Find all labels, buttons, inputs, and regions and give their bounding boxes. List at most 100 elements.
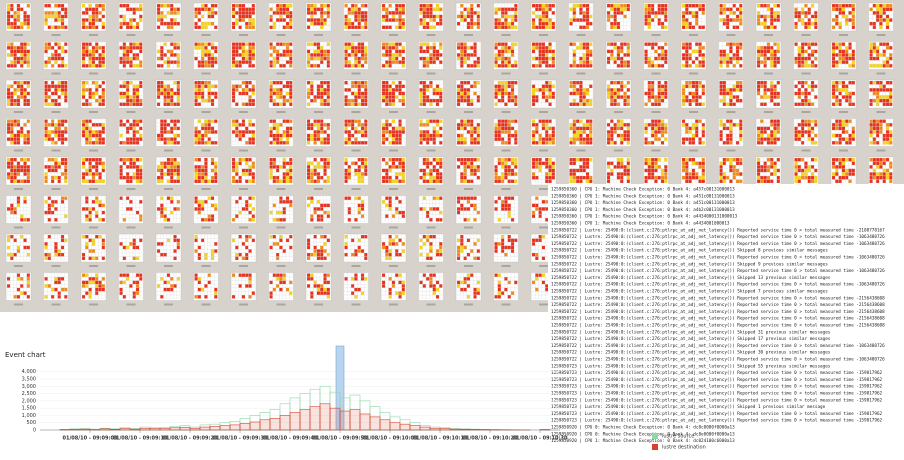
tile-cell <box>726 84 730 89</box>
tile-cell <box>766 56 771 61</box>
tile-cell <box>357 102 361 107</box>
tile-cell <box>551 56 555 61</box>
tile-cell <box>160 49 164 54</box>
tile-cell <box>88 56 92 61</box>
tile-cell <box>773 80 777 85</box>
tile-cell <box>664 14 668 19</box>
tile-cell <box>889 21 893 26</box>
tile <box>718 118 744 152</box>
tile-cell <box>681 56 686 61</box>
tile-cell <box>760 88 764 92</box>
tile-cell <box>660 46 665 50</box>
tile-cell <box>289 102 293 107</box>
tile-cell <box>664 11 668 15</box>
tile-cell <box>610 11 614 15</box>
tile-cell <box>419 46 423 50</box>
tile-cell <box>422 80 426 85</box>
tile-cell <box>851 98 855 103</box>
tile-cell <box>872 123 876 127</box>
tile <box>118 2 144 36</box>
tile-cell <box>814 14 818 19</box>
tile-cell <box>685 7 689 12</box>
tile-cell <box>497 42 501 46</box>
tile-cell <box>569 42 573 46</box>
tile-cell <box>531 91 536 96</box>
tile-cell <box>163 137 167 141</box>
tile-cell <box>422 25 426 30</box>
tile-cell <box>289 11 293 15</box>
tile-cell <box>279 14 283 19</box>
tile-cell <box>569 25 573 30</box>
tile-cell <box>419 25 423 30</box>
tile-cell <box>23 133 27 138</box>
tile-cell <box>872 25 876 30</box>
tile-cell <box>173 49 177 54</box>
tile-cell <box>766 53 771 57</box>
tile-cell <box>729 7 733 12</box>
tile-cell <box>719 25 723 30</box>
tile-cell <box>688 141 692 145</box>
tile-cell <box>545 49 549 54</box>
tile-cell <box>241 21 246 26</box>
tile-cell <box>129 21 133 26</box>
tile-cell <box>541 21 546 26</box>
tile-cell <box>64 119 68 123</box>
tile-cell <box>589 119 593 123</box>
tile-cell <box>719 84 723 89</box>
tile <box>605 118 632 152</box>
tile-cell <box>16 133 21 138</box>
tile-cell <box>770 102 774 107</box>
tile-cell <box>320 141 324 145</box>
tile-cell <box>776 133 780 138</box>
tile-cell <box>344 137 348 141</box>
tile-cell <box>306 46 311 50</box>
tile-cell <box>122 56 126 61</box>
tile-cell <box>119 133 123 138</box>
tile-cell <box>660 130 665 134</box>
tile-cell <box>170 53 174 57</box>
tile-cell <box>426 18 430 22</box>
tile-cell <box>576 18 580 22</box>
tile-caption <box>539 149 548 152</box>
tile-cell <box>531 21 536 26</box>
tile-cell <box>773 11 777 15</box>
tile-cell <box>460 53 464 57</box>
tile-cell <box>289 141 293 145</box>
tile-cell <box>289 91 293 96</box>
tile-cell <box>763 25 767 30</box>
tile-cell <box>60 119 65 123</box>
tile-cell <box>735 91 740 96</box>
tile-cell <box>698 3 702 8</box>
tile-cell <box>882 123 886 127</box>
tile-cell <box>776 126 780 131</box>
tile-cell <box>422 3 426 8</box>
tile-cell <box>660 133 665 138</box>
tile-cell <box>197 98 201 103</box>
tile-cell <box>91 88 96 92</box>
tile-cell <box>381 11 386 15</box>
tile-cell <box>306 84 311 89</box>
tile-cell <box>126 3 130 8</box>
tile-cell <box>26 84 30 89</box>
tile-cell <box>26 95 30 99</box>
tile-cell <box>354 7 358 12</box>
tile-cell <box>47 21 51 26</box>
tile-cell <box>316 133 321 138</box>
tile-cell <box>507 102 511 107</box>
tile-cell <box>569 7 573 12</box>
tile-cell <box>381 53 386 57</box>
tile-cell <box>848 53 852 57</box>
tile-cell <box>691 102 696 107</box>
tile-cell <box>306 11 311 15</box>
tile-cell <box>538 119 542 123</box>
tile-cell <box>510 11 515 15</box>
tile-cell <box>119 98 123 103</box>
tile-cell <box>456 84 461 89</box>
tile-cell <box>235 133 239 138</box>
tile-cell <box>685 133 689 138</box>
tile-cell <box>241 49 246 54</box>
tile-cell <box>432 88 436 92</box>
tile-cell <box>132 88 136 92</box>
tile-cell <box>664 49 668 54</box>
tile-cell <box>251 64 255 68</box>
